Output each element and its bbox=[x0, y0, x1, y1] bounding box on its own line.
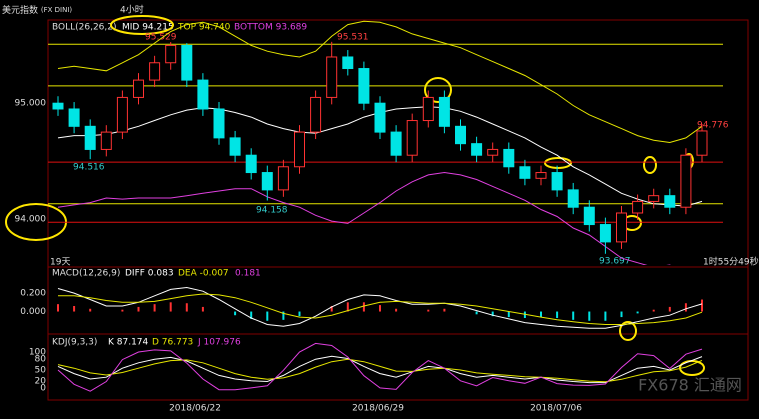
boll-bottom: BOTTOM 93.689 bbox=[234, 23, 307, 33]
boll-top: TOP 94.740 bbox=[177, 23, 231, 33]
low-label: 93.697 bbox=[599, 257, 631, 267]
j-line bbox=[57, 342, 703, 392]
candle-body bbox=[487, 148, 499, 156]
candle-body bbox=[245, 154, 257, 174]
low-label: 94.516 bbox=[73, 163, 105, 173]
candle-body bbox=[406, 120, 418, 156]
high-label: 95.531 bbox=[337, 33, 369, 43]
candle-body bbox=[326, 56, 338, 98]
high-label: 95.529 bbox=[145, 33, 177, 43]
k-label: K 87.174 bbox=[108, 338, 149, 348]
frame bbox=[47, 19, 749, 401]
period: 4小时 bbox=[120, 4, 144, 16]
candle-body bbox=[294, 131, 305, 168]
y-tick-label: 94.000 bbox=[15, 214, 47, 224]
macd-value: 0.181 bbox=[235, 269, 261, 279]
boll-mid: MID 94.215 bbox=[122, 23, 174, 33]
main-panel bbox=[48, 20, 723, 265]
y-tick-label: 0.000 bbox=[20, 307, 46, 317]
candle-body bbox=[213, 108, 225, 139]
days-label: 19天 bbox=[50, 258, 70, 268]
candle-body bbox=[438, 96, 450, 127]
y-tick-label: 80 bbox=[35, 355, 47, 365]
date-label: 2018/06/22 bbox=[169, 404, 221, 414]
symbol: 美元指数 (FX DINI) bbox=[2, 4, 72, 16]
d-line bbox=[57, 358, 703, 383]
y-tick-label: 20 bbox=[35, 376, 47, 386]
y-tick-label: 0.200 bbox=[20, 289, 46, 299]
date-label: 2018/06/29 bbox=[352, 404, 404, 414]
boll-upper bbox=[57, 20, 703, 144]
y-tick-label: 95.000 bbox=[15, 99, 47, 109]
candle-body bbox=[551, 172, 563, 191]
boll-lower bbox=[57, 171, 671, 265]
candle-body bbox=[261, 172, 273, 191]
candle-body bbox=[197, 79, 209, 110]
k-line bbox=[57, 355, 703, 384]
candle-body bbox=[374, 102, 386, 133]
highlight bbox=[110, 15, 174, 35]
kdj-label: KDJ(9,3,3) bbox=[52, 338, 97, 348]
dea-label: DEA -0.007 bbox=[178, 269, 229, 279]
candle-body bbox=[696, 130, 708, 156]
y-tick-label: 100 bbox=[29, 348, 46, 358]
highlight bbox=[619, 321, 637, 341]
highlight bbox=[424, 77, 452, 103]
watermark: FX678 汇通网 bbox=[638, 376, 742, 395]
candle-body bbox=[52, 102, 64, 110]
candle-body bbox=[277, 166, 289, 191]
candle-body bbox=[664, 195, 676, 208]
candle-body bbox=[116, 96, 128, 133]
candle-body bbox=[181, 44, 193, 81]
candle-body bbox=[455, 125, 466, 145]
candle-body bbox=[68, 108, 80, 127]
candle-body bbox=[599, 224, 611, 243]
symbol-code: (FX DINI) bbox=[41, 6, 73, 14]
macd-label: MACD(12,26,9) bbox=[52, 269, 120, 279]
candle-body bbox=[680, 154, 692, 208]
candle-body bbox=[149, 62, 161, 81]
candle-body bbox=[133, 79, 144, 98]
candle-body bbox=[390, 131, 402, 156]
kdj-panel bbox=[57, 342, 703, 392]
boll-label: BOLL(26,26,2) bbox=[52, 23, 117, 33]
highlight bbox=[643, 156, 657, 174]
dea-line bbox=[58, 293, 703, 325]
candle-body bbox=[567, 189, 579, 208]
countdown: 1时55分49秒 bbox=[703, 256, 759, 268]
candle-body bbox=[310, 96, 322, 133]
symbol-name: 美元指数 bbox=[2, 4, 38, 16]
candle-body bbox=[616, 212, 627, 243]
date-label: 2018/07/06 bbox=[530, 404, 582, 414]
candle-body bbox=[422, 96, 434, 122]
low-label: 94.158 bbox=[256, 206, 288, 216]
d-label: D 76.773 bbox=[152, 338, 193, 348]
macd-panel bbox=[57, 286, 703, 329]
candle-body bbox=[519, 166, 531, 179]
candle-body bbox=[165, 44, 177, 64]
candle-body bbox=[84, 125, 96, 150]
candle-body bbox=[583, 206, 595, 226]
y-tick-label: 0 bbox=[40, 383, 46, 393]
candle-body bbox=[648, 195, 660, 202]
highlight bbox=[544, 157, 572, 169]
candle-body bbox=[229, 137, 241, 156]
y-tick-label: 50 bbox=[35, 365, 47, 375]
candle-body bbox=[342, 56, 354, 70]
diff-label: DIFF 0.083 bbox=[125, 269, 174, 279]
candle-body bbox=[100, 131, 112, 150]
candle-body bbox=[632, 200, 644, 214]
candle-body bbox=[358, 68, 370, 104]
last-label: 94.776 bbox=[697, 121, 729, 131]
candle-body bbox=[535, 172, 547, 179]
j-label: J 107.976 bbox=[197, 338, 241, 348]
candle-body bbox=[503, 148, 515, 168]
diff-line bbox=[57, 286, 703, 329]
candle-body bbox=[471, 143, 483, 156]
